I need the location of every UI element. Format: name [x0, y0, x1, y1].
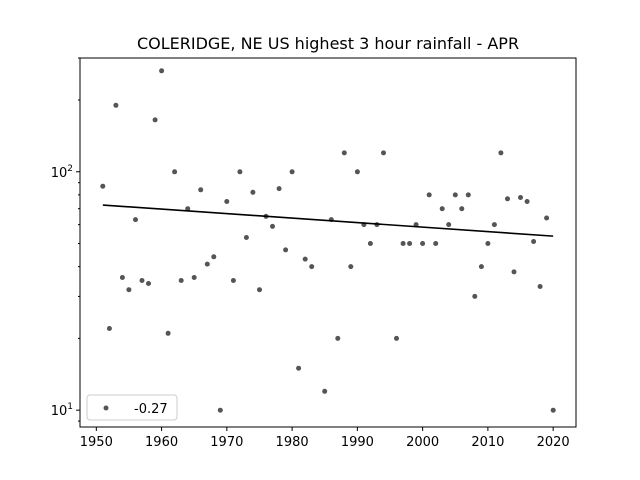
data-point	[106, 326, 112, 331]
data-point	[185, 206, 191, 212]
data-point	[126, 287, 132, 293]
data-point	[224, 199, 230, 204]
data-point	[172, 169, 178, 175]
data-point	[178, 278, 184, 283]
data-point	[250, 189, 256, 195]
data-point	[139, 278, 145, 283]
x-tick-label: 1980	[276, 435, 309, 450]
data-point	[217, 407, 223, 413]
data-point	[354, 169, 360, 175]
data-point	[446, 222, 452, 228]
data-point	[491, 222, 497, 228]
data-point	[159, 68, 165, 74]
data-point	[459, 206, 465, 212]
data-point	[472, 293, 478, 299]
trend-line	[102, 204, 554, 237]
data-point	[335, 335, 341, 341]
data-point	[152, 117, 158, 123]
data-point	[400, 241, 406, 246]
data-point	[505, 196, 510, 202]
data-point	[341, 150, 347, 156]
data-point	[381, 150, 386, 156]
data-point	[550, 407, 556, 413]
data-point	[322, 388, 328, 394]
data-point	[243, 235, 249, 240]
data-point	[518, 195, 523, 200]
data-point	[237, 169, 243, 175]
data-point	[511, 269, 517, 275]
data-point	[146, 281, 151, 286]
data-point	[283, 247, 289, 253]
data-point	[524, 199, 530, 204]
data-point	[439, 206, 445, 212]
chart-title: COLERIDGE, NE US highest 3 hour rainfall…	[137, 34, 519, 53]
data-point	[394, 335, 399, 341]
data-point	[133, 217, 138, 223]
data-point	[420, 241, 426, 246]
data-point	[230, 278, 236, 283]
data-point	[100, 183, 106, 189]
data-point	[426, 192, 432, 198]
data-point	[276, 186, 282, 192]
x-tick-label: 2000	[406, 435, 439, 450]
plot-area	[100, 68, 556, 413]
data-point	[191, 275, 197, 280]
data-point	[348, 264, 354, 270]
y-axis: 101 102	[51, 57, 80, 422]
data-point	[367, 241, 373, 246]
data-point	[537, 284, 543, 289]
data-point	[198, 187, 204, 193]
data-point	[113, 102, 119, 108]
data-point	[296, 365, 302, 371]
data-point	[544, 215, 550, 221]
x-tick-label: 1950	[80, 435, 113, 450]
data-point	[531, 239, 537, 244]
data-point	[204, 261, 210, 267]
data-point	[433, 241, 439, 246]
data-point	[485, 241, 491, 246]
data-point	[452, 192, 458, 198]
data-point	[257, 287, 262, 293]
legend-marker	[103, 405, 109, 411]
data-point	[465, 192, 471, 198]
x-tick-label: 2010	[471, 435, 504, 450]
x-axis: 1950 1960 1970 1980 1990 2000 2010 2020	[80, 427, 570, 450]
data-point	[498, 150, 504, 156]
data-point	[211, 254, 217, 260]
y-tick-label: 101	[51, 402, 73, 419]
axes-frame	[79, 57, 577, 428]
x-tick-label: 1990	[341, 435, 374, 450]
x-tick-label: 1970	[210, 435, 243, 450]
x-tick-label: 1960	[145, 435, 178, 450]
data-point	[119, 275, 125, 280]
legend-label: -0.27	[134, 402, 168, 417]
data-point	[270, 223, 275, 229]
x-tick-label: 2020	[537, 435, 570, 450]
legend-box	[86, 394, 178, 421]
y-tick-label: 102	[51, 164, 73, 181]
data-point	[407, 241, 413, 246]
data-point	[289, 169, 295, 175]
legend: -0.27	[86, 394, 178, 421]
data-point	[302, 256, 308, 262]
data-point	[478, 264, 484, 270]
data-point	[309, 264, 315, 270]
data-point	[165, 330, 171, 336]
